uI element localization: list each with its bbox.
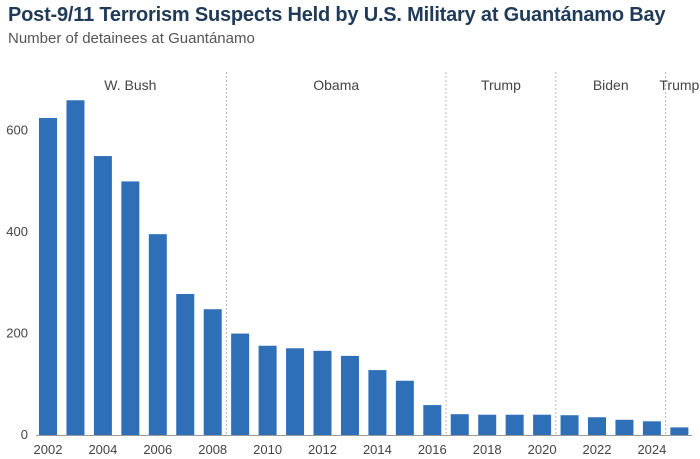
- era-label: Trump: [659, 77, 699, 93]
- bar-2010: [258, 345, 277, 435]
- bar-2022: [588, 417, 606, 435]
- x-tick-label: 2008: [198, 442, 227, 457]
- bar-2011: [286, 348, 305, 435]
- bar-2023: [615, 419, 634, 435]
- bar-2018: [478, 414, 497, 435]
- era-label: Trump: [481, 77, 521, 93]
- bar-2021: [560, 415, 579, 435]
- bar-2014: [368, 370, 387, 435]
- bar-2005: [121, 181, 140, 435]
- bar-2007: [176, 294, 195, 435]
- era-dividers: [225, 72, 667, 435]
- x-tick-label: 2012: [308, 442, 337, 457]
- y-tick-labels: 0 200 400 600: [6, 123, 28, 442]
- x-tick-label: 2024: [637, 442, 666, 457]
- y-tick-label: 600: [6, 123, 28, 138]
- bar-2006: [148, 234, 167, 435]
- era-label: W. Bush: [104, 77, 156, 93]
- x-tick-label: 2016: [418, 442, 447, 457]
- bars-group: [39, 100, 689, 436]
- x-tick-label: 2010: [253, 442, 282, 457]
- chart-title: Post-9/11 Terrorism Suspects Held by U.S…: [8, 4, 666, 26]
- bar-2003: [66, 100, 85, 436]
- x-tick-label: 2018: [473, 442, 502, 457]
- bar-2013: [340, 355, 359, 435]
- bar-2024: [642, 421, 661, 435]
- y-tick-label: 400: [6, 224, 28, 239]
- bar-2025: [670, 427, 689, 435]
- bar-2004: [93, 156, 112, 436]
- y-tick-label: 200: [6, 326, 28, 341]
- era-label: Obama: [313, 77, 359, 93]
- x-tick-label: 2020: [528, 442, 557, 457]
- x-tick-label: 2022: [583, 442, 612, 457]
- y-tick-label: 0: [21, 427, 28, 442]
- x-tick-label: 2014: [363, 442, 392, 457]
- bar-2012: [313, 350, 332, 435]
- x-tick-label: 2006: [143, 442, 172, 457]
- x-tick-labels: 2002 2004 2006 2008 2010 2012 2014 2016 2018 2020…: [34, 442, 667, 457]
- era-labels: W. Bush Obama Trump Biden Trump: [104, 77, 699, 93]
- bar-2020: [533, 414, 552, 435]
- bar-2009: [231, 333, 250, 435]
- bar-2002: [39, 118, 57, 436]
- bar-2016: [423, 405, 442, 435]
- era-label: Biden: [593, 77, 629, 93]
- chart-subtitle: Number of detainees at Guantánamo: [8, 30, 255, 47]
- bar-2008: [203, 309, 222, 435]
- x-tick-label: 2004: [88, 442, 117, 457]
- x-tick-label: 2002: [34, 442, 63, 457]
- bar-2019: [505, 414, 524, 435]
- bar-2015: [395, 380, 414, 435]
- bar-2017: [450, 414, 469, 435]
